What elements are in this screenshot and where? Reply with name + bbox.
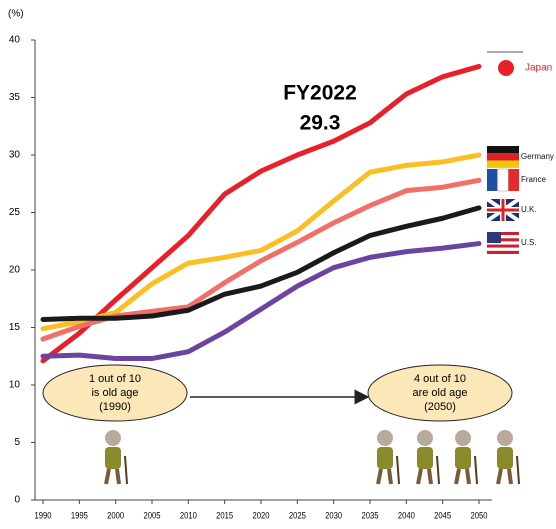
elder-head	[497, 430, 513, 446]
elder-leg	[418, 469, 421, 484]
callout-text: 1 out of 10	[89, 373, 141, 385]
x-tick-label: 2025	[289, 510, 306, 521]
elder-cane	[475, 456, 477, 484]
y-tick-label: 40	[9, 35, 21, 46]
elder-leg	[106, 469, 109, 484]
elder-icon	[105, 430, 127, 484]
legend-label: France	[521, 175, 546, 184]
elder-leg	[429, 469, 431, 484]
elder-cane	[437, 456, 439, 484]
flag-stripe	[487, 245, 519, 248]
y-tick-label: 15	[9, 322, 21, 333]
legend-label: U.S.	[521, 238, 537, 247]
elder-leg	[456, 469, 459, 484]
elder-body	[497, 447, 513, 469]
x-tick-label: 2045	[434, 510, 451, 521]
y-tick-label: 10	[9, 380, 21, 391]
callout-text: are old age	[412, 387, 467, 399]
legend-item: U.K.	[487, 199, 537, 221]
y-tick-label: 5	[14, 437, 20, 448]
flag-japan	[498, 60, 514, 76]
y-unit: (%)	[8, 9, 24, 20]
elder-leg	[378, 469, 381, 484]
legend-label: Germany	[521, 152, 554, 161]
flag-stripe	[487, 248, 519, 251]
elder-body	[455, 447, 471, 469]
elder-head	[105, 430, 121, 446]
elder-icon	[377, 430, 399, 484]
callout-text: (2050)	[424, 401, 456, 413]
x-tick-label: 2030	[325, 510, 342, 521]
series-line	[43, 155, 479, 329]
elder-body	[105, 447, 121, 469]
x-tick-label: 1990	[34, 510, 51, 521]
elder-icon	[455, 430, 477, 484]
x-tick-label: 2010	[180, 510, 197, 521]
highlight-label: FY2022	[283, 82, 357, 105]
flag-stripe	[487, 169, 498, 191]
elder-cane	[517, 456, 519, 484]
flag-stripe	[487, 251, 519, 254]
legend-item: France	[487, 169, 546, 191]
elder-icon	[497, 430, 519, 484]
chart: (%) FY2022 29.3 051015202530354019901995…	[0, 0, 556, 524]
elder-body	[417, 447, 433, 469]
x-tick-label: 2035	[361, 510, 378, 521]
legend-item: U.S.	[487, 232, 537, 254]
elder-head	[455, 430, 471, 446]
legend-item: Germany	[487, 146, 554, 168]
elder-leg	[509, 469, 511, 484]
x-tick-label: 1995	[71, 510, 88, 521]
flag-stripe	[487, 161, 519, 168]
legend-label: Japan	[525, 63, 552, 74]
flag-canton	[487, 232, 501, 243]
legend-label: U.K.	[521, 205, 537, 214]
callout-text: (1990)	[99, 401, 131, 413]
callout-text: is old age	[91, 387, 138, 399]
flag-stripe	[498, 169, 509, 191]
elder-cane	[397, 456, 399, 484]
y-tick-label: 25	[9, 207, 21, 218]
elder-leg	[498, 469, 501, 484]
y-tick-label: 35	[9, 92, 21, 103]
highlight-value: 29.3	[300, 112, 341, 135]
legend-item: Japan	[487, 52, 552, 76]
y-tick-label: 30	[9, 150, 21, 161]
elder-icon	[417, 430, 439, 484]
x-tick-label: 2020	[252, 510, 269, 521]
y-tick-label: 0	[14, 495, 20, 506]
elder-leg	[117, 469, 119, 484]
x-tick-label: 2040	[398, 510, 415, 521]
x-tick-label: 2015	[216, 510, 233, 521]
callout-text: 4 out of 10	[414, 373, 466, 385]
elder-head	[377, 430, 393, 446]
x-tick-label: 2005	[143, 510, 160, 521]
flag-stripe	[508, 169, 519, 191]
elder-body	[377, 447, 393, 469]
y-tick-label: 20	[9, 265, 21, 276]
elder-leg	[389, 469, 391, 484]
x-tick-label: 2000	[107, 510, 124, 521]
elder-head	[417, 430, 433, 446]
flag-stripe	[487, 146, 519, 153]
elder-cane	[125, 456, 127, 484]
elder-leg	[467, 469, 469, 484]
flag-stripe	[487, 153, 519, 160]
x-tick-label: 2050	[470, 510, 487, 521]
